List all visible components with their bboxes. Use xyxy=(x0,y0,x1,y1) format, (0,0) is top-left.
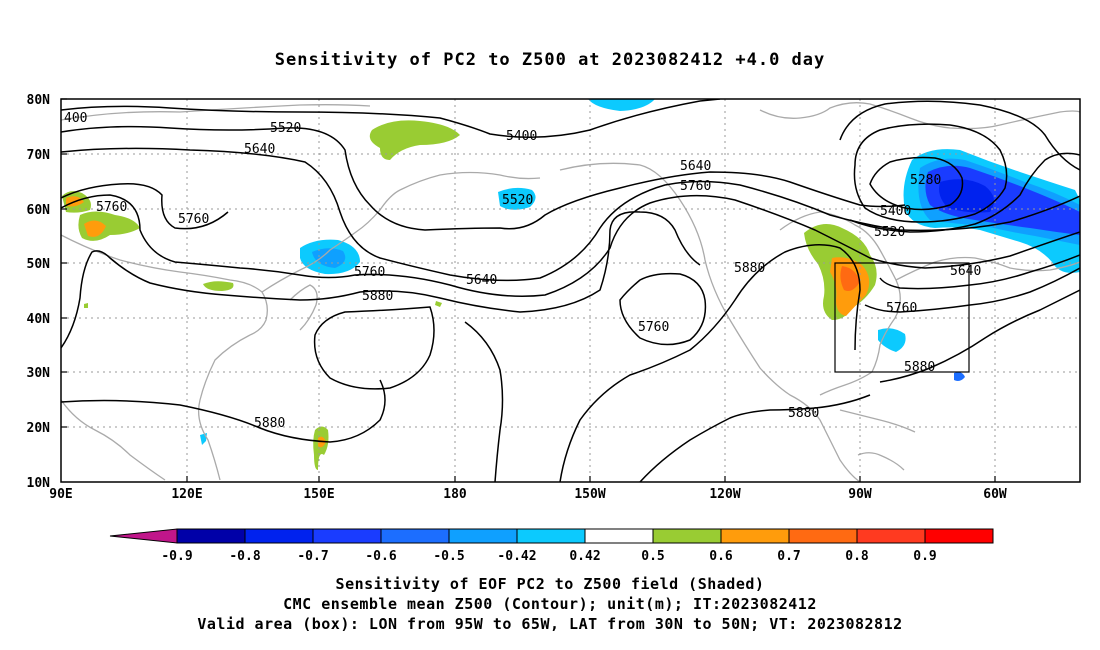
shade-blue-north xyxy=(588,99,655,111)
colorbar-bin xyxy=(380,528,450,544)
colorbar-tick-label: 0.6 xyxy=(709,549,733,564)
figure-caption: Sensitivity of EOF PC2 to Z500 field (Sh… xyxy=(0,574,1100,634)
contour-label: 5760 xyxy=(354,265,385,280)
colorbar-tick-label: -0.7 xyxy=(297,549,328,564)
colorbar-tick-label: 0.9 xyxy=(913,549,936,564)
lat-label: 30N xyxy=(27,366,51,381)
colorbar-tick-label: -0.6 xyxy=(365,549,396,564)
lat-label: 10N xyxy=(27,476,51,491)
lat-label: 80N xyxy=(27,93,51,108)
colorbar-tick-label: 0.5 xyxy=(641,549,664,564)
contour-label: 5760 xyxy=(638,320,669,335)
colorbar-bin xyxy=(720,528,790,544)
colorbar-bin xyxy=(584,528,654,544)
shade-green-small-1 xyxy=(203,281,234,291)
colorbar-bin xyxy=(652,528,722,544)
lon-label: 90W xyxy=(848,487,872,502)
contour-label: 5880 xyxy=(904,360,935,375)
colorbar-tick-label: 0.42 xyxy=(569,549,600,564)
longitude-labels: 90E 120E 150E 180 150W 120W 90W 60W xyxy=(49,487,1007,502)
contour-label: 5880 xyxy=(254,416,285,431)
lon-label: 180 xyxy=(443,487,467,502)
contour-label: 5520 xyxy=(502,193,533,208)
contour-label: 5640 xyxy=(680,159,711,174)
colorbar-bin xyxy=(312,528,382,544)
colorbar-bin xyxy=(448,528,518,544)
contour-labels: 400 5520 5640 5400 5640 5760 5280 5760 5… xyxy=(64,111,981,431)
colorbar-bin xyxy=(788,528,858,544)
lon-label: 120W xyxy=(709,487,740,502)
contour-label: 5520 xyxy=(874,225,905,240)
colorbar-bin xyxy=(176,528,246,544)
plot-title: Sensitivity of PC2 to Z500 at 2023082412… xyxy=(274,50,826,70)
contour-label: 5640 xyxy=(950,264,981,279)
shade-blue-small xyxy=(200,433,207,445)
contour-label: 400 xyxy=(64,111,87,126)
contour-label: 5400 xyxy=(880,204,911,219)
colorbar-bin xyxy=(244,528,314,544)
contour-label: 5520 xyxy=(270,121,301,136)
lon-label: 90E xyxy=(49,487,72,502)
contour-label: 5400 xyxy=(506,129,537,144)
shade-redorange-great-lakes xyxy=(840,266,860,291)
colorbar-tick-label: 0.8 xyxy=(845,549,869,564)
lon-label: 60W xyxy=(983,487,1007,502)
colorbar: -0.9 -0.8 -0.7 -0.6 -0.5 -0.42 0.42 0.5 0.6 0.7 0.… xyxy=(109,528,994,564)
colorbar-under-triangle xyxy=(109,528,178,544)
contour-label: 5640 xyxy=(466,273,497,288)
shade-green-dot-2 xyxy=(84,303,88,308)
shade-green-dot xyxy=(435,301,442,307)
lon-label: 150W xyxy=(574,487,605,502)
shade-green-small-2 xyxy=(313,426,329,470)
caption-line: CMC ensemble mean Z500 (Contour); unit(m… xyxy=(283,595,817,613)
colorbar-tick-label: -0.5 xyxy=(433,549,464,564)
graticule xyxy=(61,99,1080,482)
contour-label: 5880 xyxy=(734,261,765,276)
colorbar-bin xyxy=(856,528,926,544)
shade-blue-labrador-core xyxy=(939,179,994,213)
latitude-labels: 80N 70N 60N 50N 40N 30N 20N 10N xyxy=(27,93,51,491)
contour-label: 5280 xyxy=(910,173,941,188)
lat-label: 60N xyxy=(27,203,51,218)
colorbar-tick-label: -0.42 xyxy=(497,549,536,564)
contour-label: 5880 xyxy=(788,406,819,421)
lat-label: 50N xyxy=(27,257,51,272)
lon-label: 150E xyxy=(303,487,334,502)
caption-line: Sensitivity of EOF PC2 to Z500 field (Sh… xyxy=(335,575,765,593)
shade-green-north-pacific xyxy=(369,120,460,160)
lat-label: 20N xyxy=(27,421,51,436)
shade-blue-aleutian xyxy=(498,187,536,210)
colorbar-tick-label: -0.8 xyxy=(229,549,260,564)
lat-label: 70N xyxy=(27,148,51,163)
contour-label: 5880 xyxy=(362,289,393,304)
map-frame xyxy=(60,98,1081,483)
sensitivity-shading xyxy=(62,99,1080,470)
contour-label: 5760 xyxy=(886,301,917,316)
contour-label: 5640 xyxy=(244,142,275,157)
lat-label: 40N xyxy=(27,312,51,327)
colorbar-tick-label: 0.7 xyxy=(777,549,800,564)
contour-label: 5760 xyxy=(680,179,711,194)
caption-line: Valid area (box): LON from 95W to 65W, L… xyxy=(197,615,903,633)
colorbar-tick-label: -0.9 xyxy=(161,549,192,564)
colorbar-bin xyxy=(516,528,586,544)
lon-label: 120E xyxy=(171,487,202,502)
colorbar-bin xyxy=(924,528,994,544)
contour-label: 5760 xyxy=(178,212,209,227)
shade-orange-west-2 xyxy=(84,220,106,237)
contour-label: 5760 xyxy=(96,200,127,215)
shade-blue-bermuda xyxy=(954,372,965,381)
coastlines xyxy=(61,102,1080,482)
valid-area-box xyxy=(834,262,970,373)
axis-ticks xyxy=(61,98,996,482)
